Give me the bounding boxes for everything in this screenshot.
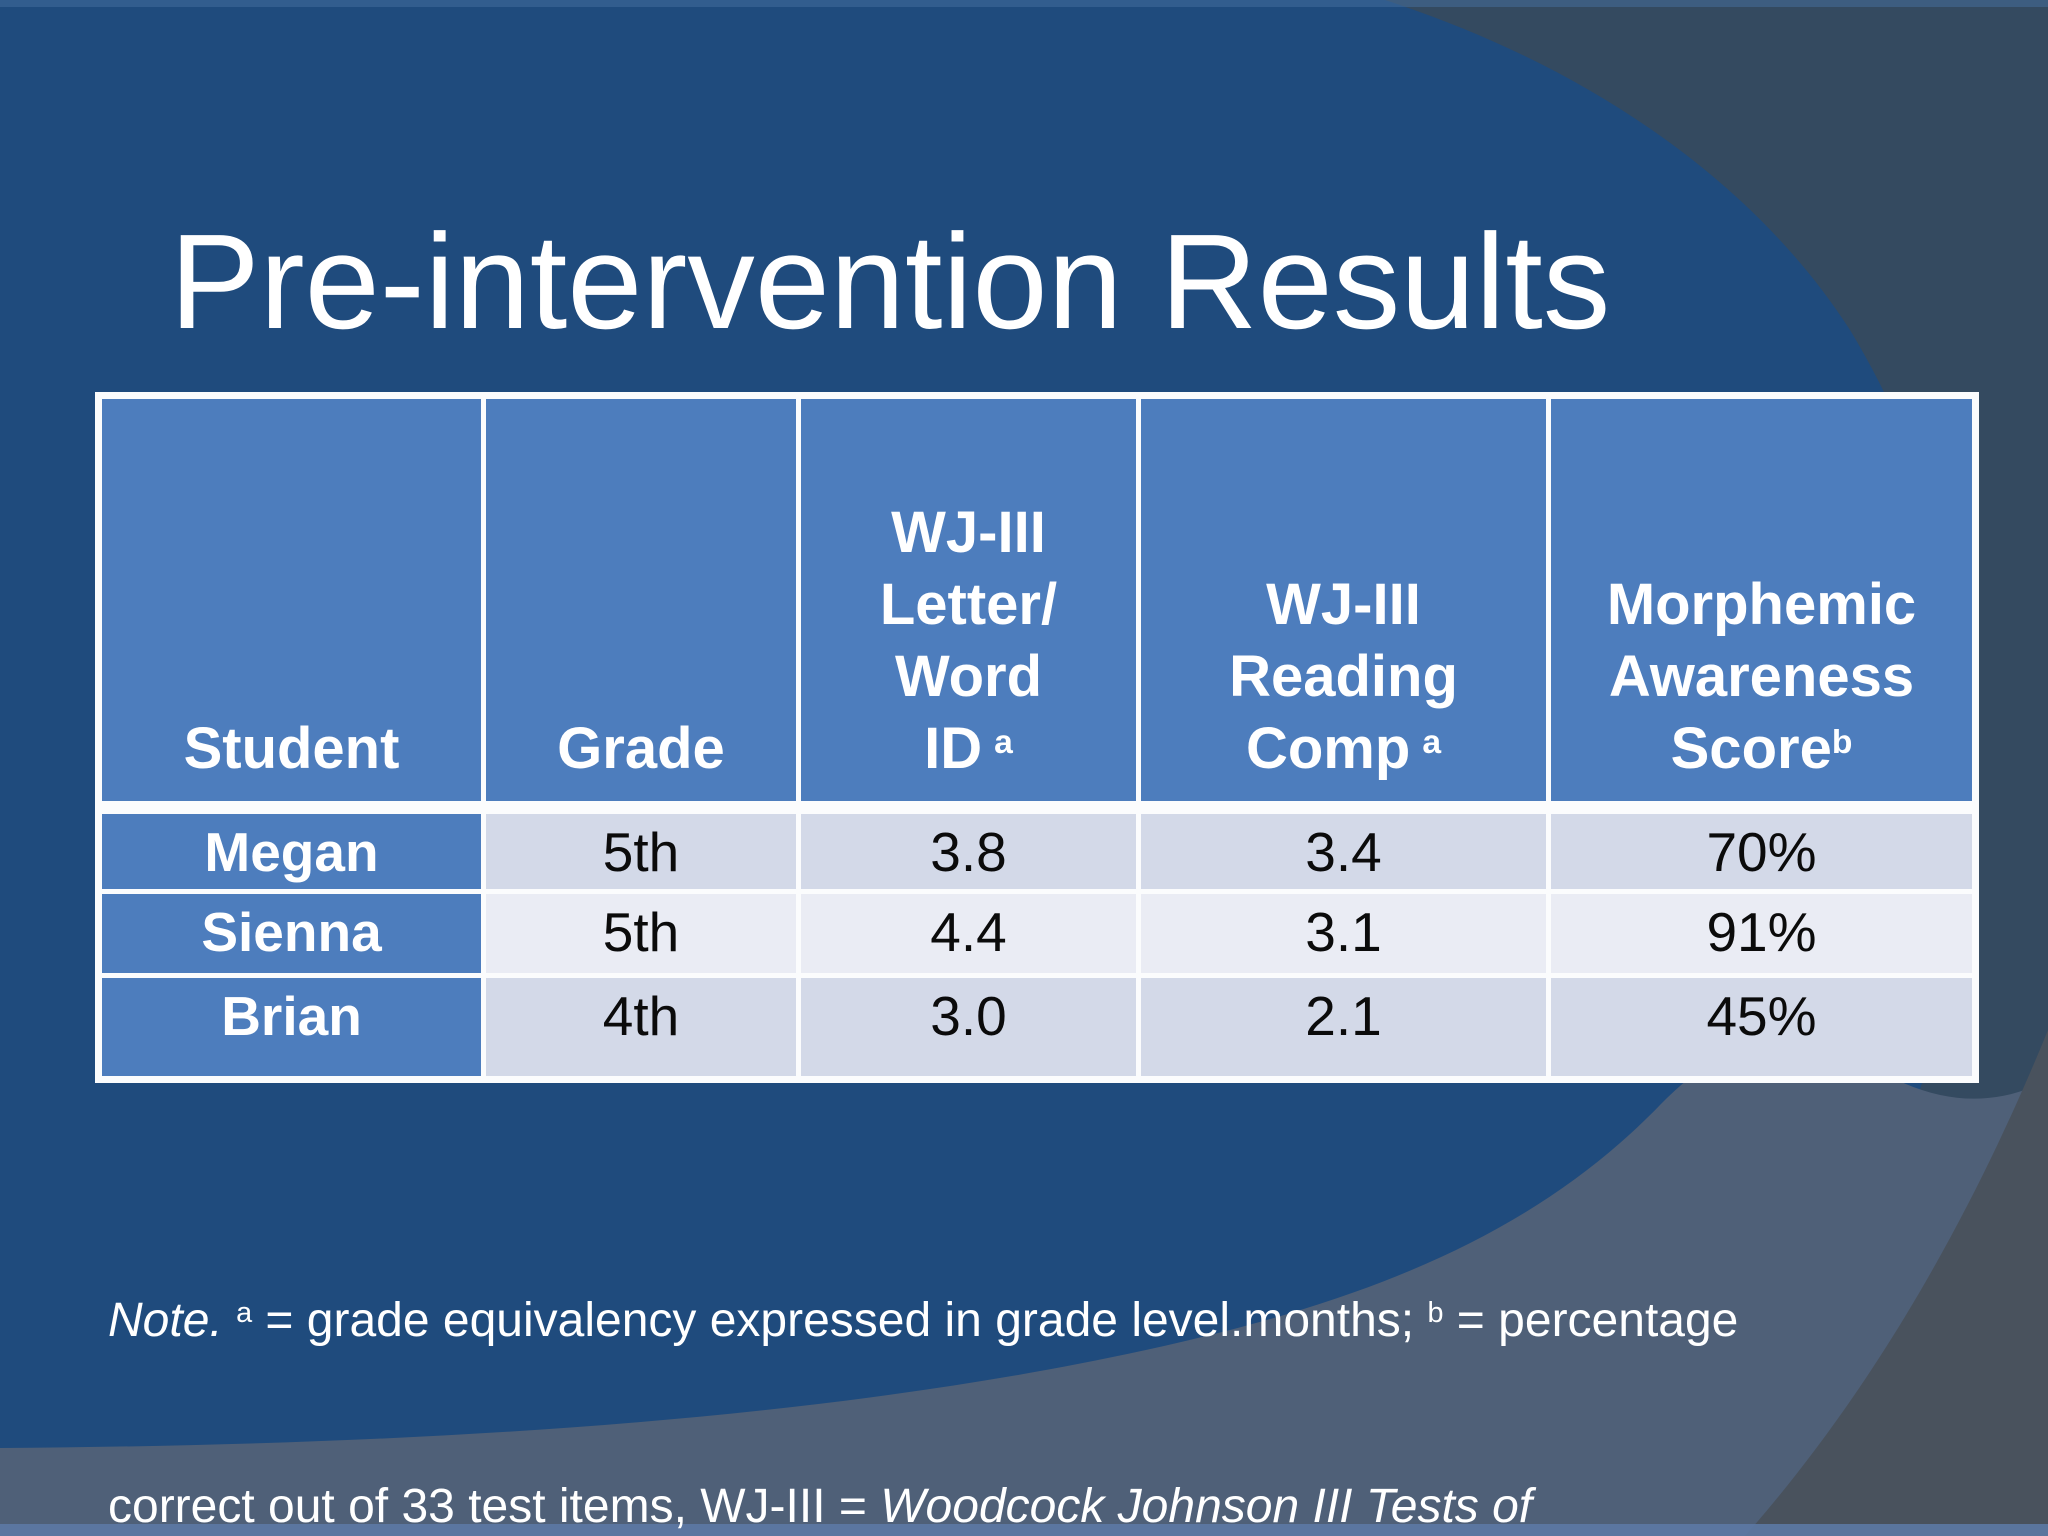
score-cell: 70% <box>1546 805 1978 894</box>
reading-comp-cell: 3.1 <box>1136 889 1551 978</box>
header-reading-comp: WJ-III Reading Comp a <box>1136 393 1551 814</box>
results-table: Student Grade WJ-III Letter/ Word ID a WJ… <box>95 392 1979 1083</box>
header-line: Morphemic <box>1606 572 1917 638</box>
table-row: Brian 4th 3.0 2.1 45% <box>96 973 1978 1082</box>
score-cell: 45% <box>1546 973 1978 1082</box>
header-line: Comp a <box>1245 716 1442 782</box>
table-row: Megan 5th 3.8 3.4 70% <box>96 805 1978 894</box>
header-line: Reading <box>1229 644 1458 710</box>
slide-title: Pre-intervention Results <box>169 206 1611 358</box>
header-grade-label: Grade <box>557 716 725 782</box>
header-line: Word <box>894 644 1043 710</box>
word-id-cell: 3.8 <box>796 805 1141 894</box>
reading-comp-cell: 2.1 <box>1136 973 1551 1082</box>
superscript-a: a <box>994 723 1013 761</box>
grade-cell: 5th <box>481 889 801 978</box>
header-line: Scoreb <box>1670 716 1853 782</box>
header-line: WJ-III <box>891 500 1046 566</box>
header-line: Letter/ <box>879 572 1058 638</box>
word-id-cell: 4.4 <box>796 889 1141 978</box>
score-cell: 91% <box>1546 889 1978 978</box>
grade-cell: 5th <box>481 805 801 894</box>
student-name-cell: Megan <box>96 805 486 894</box>
note-text: Note. a = grade equivalency expressed in… <box>108 1166 1908 1536</box>
header-line: ID a <box>924 716 1013 782</box>
superscript-a: a <box>1422 723 1442 761</box>
grade-cell: 4th <box>481 973 801 1082</box>
note-line: correct out of 33 test items, WJ-III = W… <box>108 1480 1533 1533</box>
header-student: Student <box>96 393 486 814</box>
reading-comp-cell: 3.4 <box>1136 805 1551 894</box>
superscript-b: b <box>1831 723 1853 761</box>
background-corner-wedge <box>1745 1030 2048 1536</box>
header-word-id: WJ-III Letter/ Word ID a <box>796 393 1141 814</box>
header-row: Student Grade WJ-III Letter/ Word ID a WJ… <box>96 393 1978 814</box>
word-id-cell: 3.0 <box>796 973 1141 1082</box>
header-line: Awareness <box>1608 644 1915 710</box>
header-morphemic-score: Morphemic Awareness Scoreb <box>1546 393 1978 814</box>
note-superscript-a: a <box>236 1296 253 1329</box>
background-top-strip <box>0 0 2048 7</box>
student-name-cell: Brian <box>96 973 486 1082</box>
background-gray-band <box>0 1038 2048 1536</box>
table-row: Sienna 5th 4.4 3.1 91% <box>96 889 1978 978</box>
note-line: Note. a = grade equivalency expressed in… <box>108 1294 1739 1347</box>
header-line: WJ-III <box>1266 572 1421 638</box>
background-slate-wedge <box>1385 0 2048 1536</box>
header-student-label: Student <box>183 716 400 782</box>
note-superscript-b: b <box>1427 1296 1444 1329</box>
header-grade: Grade <box>481 393 801 814</box>
background-bottom-strip <box>0 1524 2048 1536</box>
student-name-cell: Sienna <box>96 889 486 978</box>
